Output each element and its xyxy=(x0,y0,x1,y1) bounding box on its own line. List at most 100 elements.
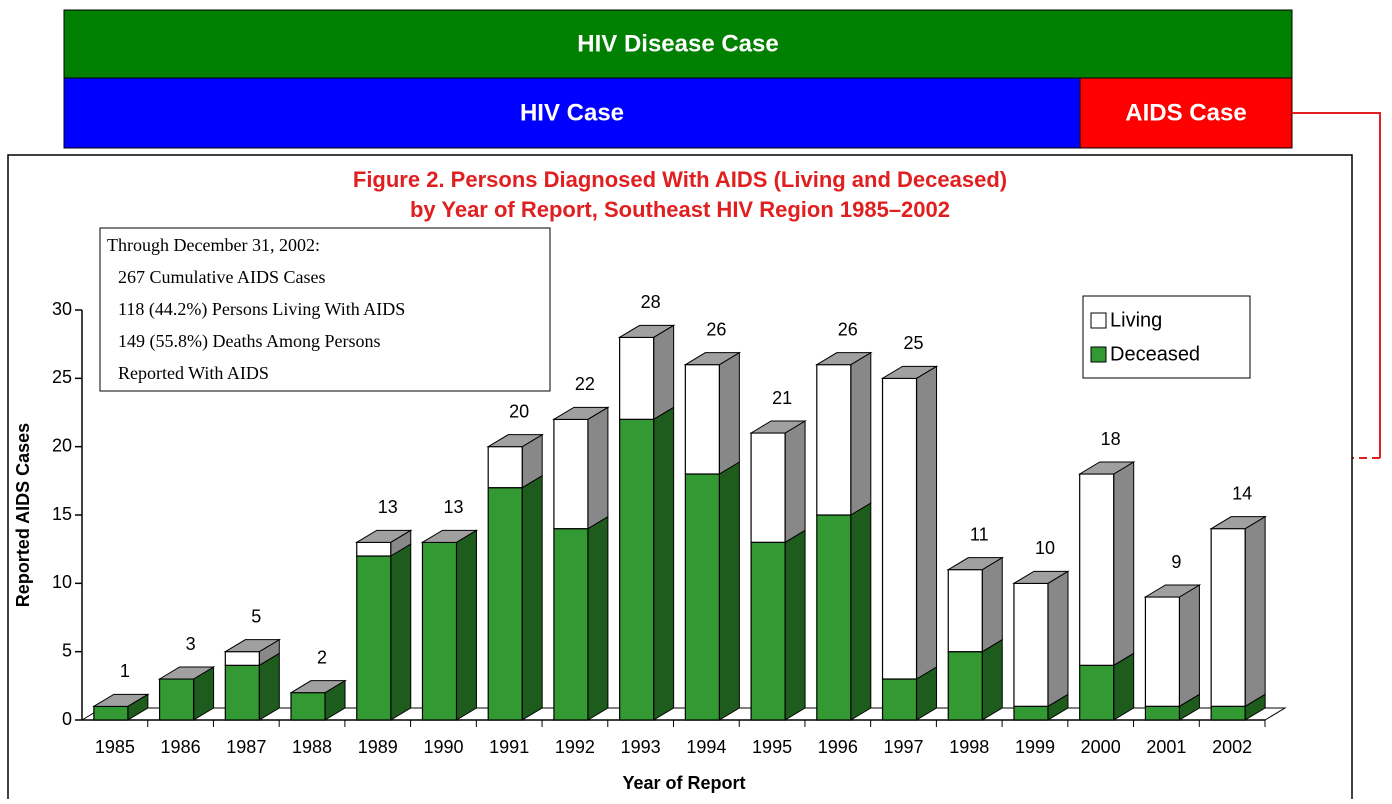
bar-segment xyxy=(356,541,392,557)
x-tick-label: 1997 xyxy=(884,737,924,757)
bar-side xyxy=(1178,584,1200,708)
legend-swatch xyxy=(1090,312,1107,329)
bar-segment xyxy=(881,678,918,721)
chart-title: Figure 2. Persons Diagnosed With AIDS (L… xyxy=(353,167,1007,192)
bar-segment xyxy=(816,364,852,516)
x-tick-label: 1994 xyxy=(686,737,726,757)
annotation-box xyxy=(99,227,551,392)
bar-side xyxy=(784,529,806,721)
y-tick-label: 30 xyxy=(52,299,72,319)
total-label: 22 xyxy=(575,374,595,394)
bar-segment xyxy=(158,678,195,721)
bar-side xyxy=(784,420,806,544)
annotation: Reported With AIDS xyxy=(118,363,269,383)
bar-segment xyxy=(1210,528,1246,707)
x-tick-label: 1991 xyxy=(489,737,529,757)
bar-side xyxy=(1047,570,1069,708)
bar-side xyxy=(653,324,675,421)
bar-top xyxy=(223,639,282,653)
x-tick-label: 1999 xyxy=(1015,737,1055,757)
chart-title: by Year of Report, Southeast HIV Region … xyxy=(410,197,950,222)
bar-side xyxy=(653,406,675,721)
bar-segment xyxy=(1079,473,1115,666)
bar-segment xyxy=(816,514,852,721)
x-tick-label: 1988 xyxy=(292,737,332,757)
bar-top xyxy=(92,693,150,707)
bar-top xyxy=(1143,584,1202,598)
bar-top xyxy=(420,529,479,543)
total-label: 25 xyxy=(904,333,924,353)
x-tick-label: 1986 xyxy=(161,737,201,757)
x-tick-label: 1998 xyxy=(949,737,989,757)
bar-top xyxy=(880,365,939,379)
connector xyxy=(1292,112,1381,458)
bar-segment xyxy=(224,651,260,666)
x-tick-label: 1993 xyxy=(621,737,661,757)
x-axis-label: Year of Report xyxy=(622,773,745,793)
x-tick-label: 2001 xyxy=(1146,737,1186,757)
bar-side xyxy=(981,638,1003,721)
bar-segment xyxy=(619,336,655,420)
bar-side xyxy=(850,351,872,516)
bar-segment xyxy=(487,487,523,721)
bar-side xyxy=(587,515,609,721)
bar-side xyxy=(587,406,609,530)
bar-top xyxy=(486,434,544,448)
annotation: 267 Cumulative AIDS Cases xyxy=(118,267,326,287)
bar-top xyxy=(946,557,1005,571)
bar-top xyxy=(1012,570,1070,584)
header-left: HIV Case xyxy=(520,99,624,126)
total-label: 2 xyxy=(317,647,327,667)
bar-side xyxy=(718,461,740,721)
bar-top xyxy=(683,352,742,366)
aids-case-bar xyxy=(1079,77,1293,149)
x-tick-label: 1992 xyxy=(555,737,595,757)
hiv-case-bar xyxy=(63,77,1081,149)
header-top: HIV Disease Case xyxy=(577,30,778,57)
bar-segment xyxy=(881,377,918,680)
total-label: 13 xyxy=(378,497,398,517)
bar-top xyxy=(815,352,873,366)
total-label: 20 xyxy=(509,401,529,421)
bar-side xyxy=(981,556,1003,653)
total-label: 9 xyxy=(1171,552,1181,572)
bar-segment xyxy=(750,432,786,543)
y-tick-label: 5 xyxy=(62,640,72,660)
header-right: AIDS Case xyxy=(1125,99,1246,126)
bar-side xyxy=(1244,515,1266,708)
y-tick-label: 0 xyxy=(62,709,72,729)
y-axis-label: Reported AIDS Cases xyxy=(13,423,33,607)
bar-top xyxy=(1077,461,1136,475)
y-tick-label: 20 xyxy=(52,435,72,455)
bar-segment xyxy=(750,541,786,721)
total-label: 14 xyxy=(1232,483,1252,503)
y-tick-label: 15 xyxy=(52,504,72,524)
total-label: 28 xyxy=(641,292,661,312)
x-tick-label: 1995 xyxy=(752,737,792,757)
total-label: 10 xyxy=(1035,538,1055,558)
bar-segment xyxy=(1013,705,1049,721)
x-tick-label: 1996 xyxy=(818,737,858,757)
bar-segment xyxy=(487,446,523,489)
bar-segment xyxy=(1013,582,1049,707)
bar-side xyxy=(850,502,872,721)
x-tick-label: 2002 xyxy=(1212,737,1252,757)
bar-top xyxy=(289,680,347,694)
total-label: 18 xyxy=(1101,429,1121,449)
bar-top xyxy=(1209,516,1267,530)
x-tick-label: 1989 xyxy=(358,737,398,757)
bar-segment xyxy=(553,418,589,530)
bar-side xyxy=(1113,461,1135,667)
total-label: 26 xyxy=(838,319,858,339)
bar-segment xyxy=(224,664,260,721)
total-label: 21 xyxy=(772,388,792,408)
x-tick-label: 1985 xyxy=(95,737,135,757)
bar-top xyxy=(617,324,676,338)
bar-side xyxy=(718,351,740,475)
x-tick-label: 1987 xyxy=(226,737,266,757)
bar-segment xyxy=(684,364,720,475)
total-label: 1 xyxy=(120,661,130,681)
bar-segment xyxy=(290,692,326,721)
bar-segment xyxy=(1144,596,1181,707)
